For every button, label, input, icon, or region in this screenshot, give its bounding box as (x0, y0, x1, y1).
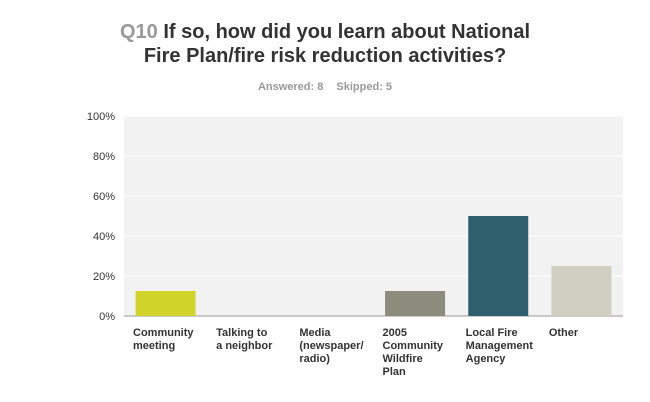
x-category-label-line: 2005 (383, 327, 407, 339)
x-category-label-line: Media (299, 327, 331, 339)
plot-area (124, 116, 623, 316)
x-category-label: Talking to a neighbor (216, 327, 273, 352)
bar (135, 291, 196, 316)
x-category-label-line: Plan (383, 366, 407, 378)
skipped-count: Skipped: 5 (336, 81, 393, 93)
x-category-label-line: meeting (133, 340, 175, 352)
title-line-1: Q10 If so, how did you learn about Natio… (0, 20, 650, 44)
x-category-label-line: (newspaper/ (299, 340, 363, 352)
x-category-label-line: Management (466, 340, 534, 352)
x-category-label-line: Local Fire (466, 327, 518, 339)
y-tick-label: 100% (87, 111, 115, 123)
x-category-label-line: Talking to (216, 327, 267, 339)
response-stats: Answered: 8 Skipped: 5 (0, 81, 650, 93)
y-tick-label: 20% (93, 271, 115, 283)
bar (385, 291, 446, 316)
x-category-label: Community meeting (133, 327, 194, 352)
question-number: Q10 (119, 21, 158, 43)
chart-title: Q10 If so, how did you learn about Natio… (0, 20, 650, 68)
bar (468, 216, 529, 316)
x-category-label-line: Community (133, 327, 194, 339)
x-category-label: Local Fire Management Agency (466, 327, 534, 365)
y-tick-label: 60% (93, 191, 115, 203)
x-category-label-line: radio) (299, 353, 330, 365)
x-category-label-line: Agency (466, 353, 507, 365)
x-category-label-line: Wildfire (383, 353, 423, 365)
x-category-label: Other (549, 327, 579, 339)
y-tick-label: 40% (93, 231, 115, 243)
answered-count: Answered: 8 (257, 81, 324, 93)
title-line-2: Fire Plan/fire risk reduction activities… (143, 45, 507, 67)
bar (551, 266, 612, 316)
x-category-label: 2005 Community Wildfire Plan (383, 327, 444, 378)
x-category-label-line: Other (549, 327, 579, 339)
x-category-label-line: Community (383, 340, 444, 352)
title-text-1: If so, how did you learn about National (163, 21, 531, 43)
y-tick-label: 0% (99, 311, 115, 323)
x-category-label: Media (newspaper/radio) (299, 327, 363, 365)
y-tick-label: 80% (93, 151, 115, 163)
x-category-label-line: a neighbor (216, 340, 273, 352)
